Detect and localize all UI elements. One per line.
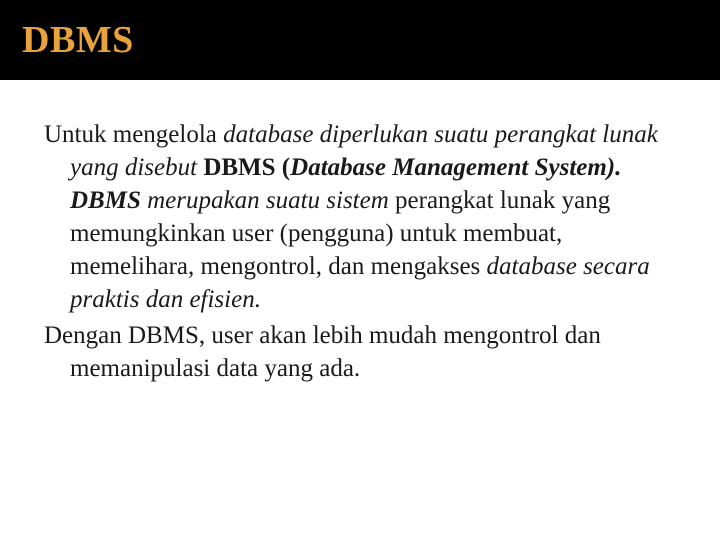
text-run-bold: DBMS (	[203, 154, 290, 181]
slide-header: DBMS	[0, 0, 720, 80]
paragraph-2: Dengan DBMS, user akan lebih mudah mengo…	[44, 319, 676, 385]
paragraph-1: Untuk mengelola database diperlukan suat…	[44, 118, 676, 316]
text-run: Dengan DBMS, user akan lebih mudah mengo…	[44, 322, 601, 382]
slide-title: DBMS	[22, 18, 698, 62]
text-run-italic: merupakan suatu sistem	[147, 187, 395, 214]
slide-body: Untuk mengelola database diperlukan suat…	[0, 80, 720, 385]
text-run: Untuk mengelola	[44, 121, 223, 148]
